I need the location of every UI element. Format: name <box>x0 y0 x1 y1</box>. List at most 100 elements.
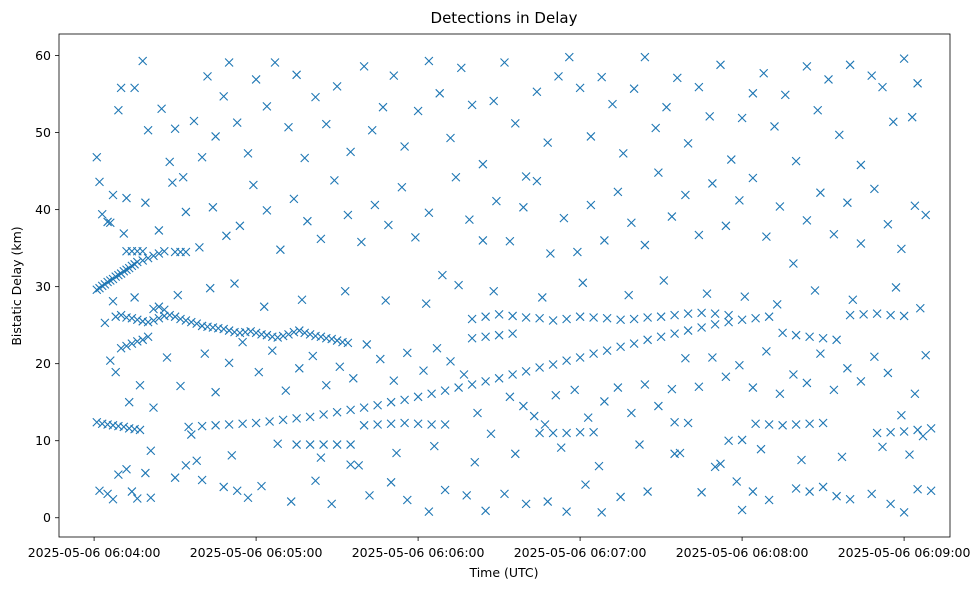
data-point <box>816 188 825 198</box>
data-point <box>640 240 650 250</box>
data-point <box>413 106 423 116</box>
data-point <box>440 485 450 495</box>
data-point <box>181 316 191 325</box>
data-point <box>883 219 893 229</box>
data-point <box>802 378 812 388</box>
data-point <box>467 380 477 389</box>
data-point <box>243 493 253 503</box>
y-tick-label: 50 <box>35 125 51 140</box>
data-point <box>775 202 785 211</box>
data-point <box>359 61 369 71</box>
data-point <box>775 389 785 399</box>
data-point <box>427 420 436 429</box>
data-point <box>254 367 264 377</box>
data-point <box>316 453 326 463</box>
data-point <box>683 138 693 148</box>
data-point <box>737 435 747 445</box>
data-point <box>138 256 148 265</box>
data-point <box>562 314 571 324</box>
data-point <box>389 376 399 386</box>
data-point <box>867 489 877 499</box>
data-point <box>759 68 769 78</box>
data-point <box>737 505 747 515</box>
data-point <box>149 251 158 261</box>
data-point <box>319 440 328 449</box>
data-point <box>321 119 331 129</box>
data-point <box>640 380 650 389</box>
data-point <box>583 413 593 422</box>
data-point <box>764 312 774 322</box>
data-point <box>262 206 272 215</box>
data-point <box>467 100 477 110</box>
data-point <box>375 354 385 364</box>
data-point <box>316 234 326 244</box>
data-point <box>273 439 283 449</box>
data-point <box>211 420 220 430</box>
data-point <box>308 351 318 361</box>
data-point <box>168 178 177 188</box>
data-point <box>211 387 220 397</box>
data-point <box>675 448 685 458</box>
data-point <box>103 217 112 227</box>
data-point <box>346 147 355 157</box>
data-points <box>92 52 936 517</box>
data-point <box>122 193 131 203</box>
data-point <box>751 419 760 429</box>
data-point <box>508 311 517 321</box>
data-point <box>154 249 164 258</box>
data-point <box>845 310 855 320</box>
data-point <box>154 226 164 235</box>
data-point <box>662 102 671 112</box>
data-point <box>111 272 121 282</box>
data-point <box>181 460 191 470</box>
x-axis-label: Time (UTC) <box>468 565 538 580</box>
data-point <box>856 160 866 170</box>
data-point <box>370 200 380 210</box>
data-point <box>278 331 288 341</box>
data-point <box>459 370 469 379</box>
data-point <box>897 410 906 420</box>
data-point <box>267 346 277 355</box>
data-point <box>132 257 142 267</box>
data-point <box>321 380 331 390</box>
data-point <box>870 352 879 362</box>
data-point <box>402 495 412 505</box>
data-point <box>872 309 882 319</box>
data-point <box>157 104 166 114</box>
data-point <box>535 428 544 438</box>
data-point <box>667 212 677 221</box>
data-point <box>748 173 758 183</box>
data-point <box>386 419 396 429</box>
data-point <box>451 172 461 182</box>
data-point <box>548 316 558 325</box>
x-tick-label: 2025-05-06 06:05:00 <box>190 545 323 560</box>
data-point <box>224 326 234 335</box>
data-point <box>494 330 504 340</box>
data-point <box>886 499 895 509</box>
data-point <box>481 332 490 342</box>
data-point <box>122 341 131 351</box>
y-axis-label: Bistatic Delay (km) <box>9 226 24 345</box>
data-point <box>910 201 920 211</box>
data-point <box>446 133 455 143</box>
data-point <box>843 363 852 373</box>
data-point <box>400 395 409 405</box>
data-point <box>173 290 183 300</box>
data-point <box>141 468 150 478</box>
data-point <box>813 105 823 115</box>
data-point <box>114 105 123 115</box>
data-point <box>543 497 553 506</box>
data-point <box>778 328 787 338</box>
data-point <box>149 403 158 412</box>
data-point <box>724 436 733 446</box>
data-point <box>748 88 758 98</box>
data-point <box>224 420 234 429</box>
data-point <box>456 63 466 73</box>
data-point <box>124 397 134 407</box>
data-point <box>122 464 131 474</box>
data-point <box>262 102 272 111</box>
data-point <box>284 122 293 132</box>
data-point <box>211 132 220 141</box>
data-point <box>103 277 112 287</box>
data-point <box>562 507 571 516</box>
